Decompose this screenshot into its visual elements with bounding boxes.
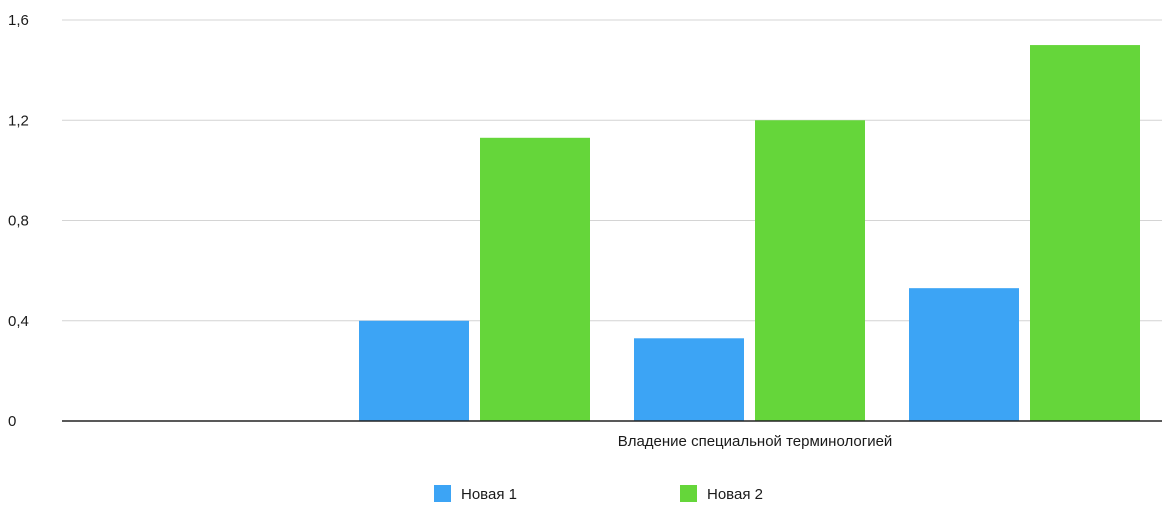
legend-label: Новая 1 xyxy=(461,486,517,503)
y-axis-ticks: 0 0,4 0,8 1,2 1,6 xyxy=(8,12,29,430)
y-tick-label: 1,6 xyxy=(8,12,29,29)
x-axis-labels: Владение специальной терминологией xyxy=(618,433,893,450)
y-tick-label: 0,4 xyxy=(8,313,29,330)
y-tick-label: 1,2 xyxy=(8,112,29,129)
bars xyxy=(359,45,1140,421)
bar-1 xyxy=(634,338,744,421)
bar-2 xyxy=(755,120,865,421)
bar-1 xyxy=(909,288,1019,421)
bar-2 xyxy=(480,137,590,421)
legend-label: Новая 2 xyxy=(707,486,763,503)
gridlines xyxy=(62,19,1162,322)
bar-1 xyxy=(359,320,469,421)
y-tick-label: 0,8 xyxy=(8,213,29,230)
x-category-label: Владение специальной терминологией xyxy=(618,433,893,450)
legend-swatch xyxy=(434,485,451,502)
legend: Новая 1 Новая 2 xyxy=(434,485,763,503)
legend-swatch xyxy=(680,485,697,502)
y-tick-label: 0 xyxy=(8,413,16,430)
bar-2 xyxy=(1030,45,1140,421)
